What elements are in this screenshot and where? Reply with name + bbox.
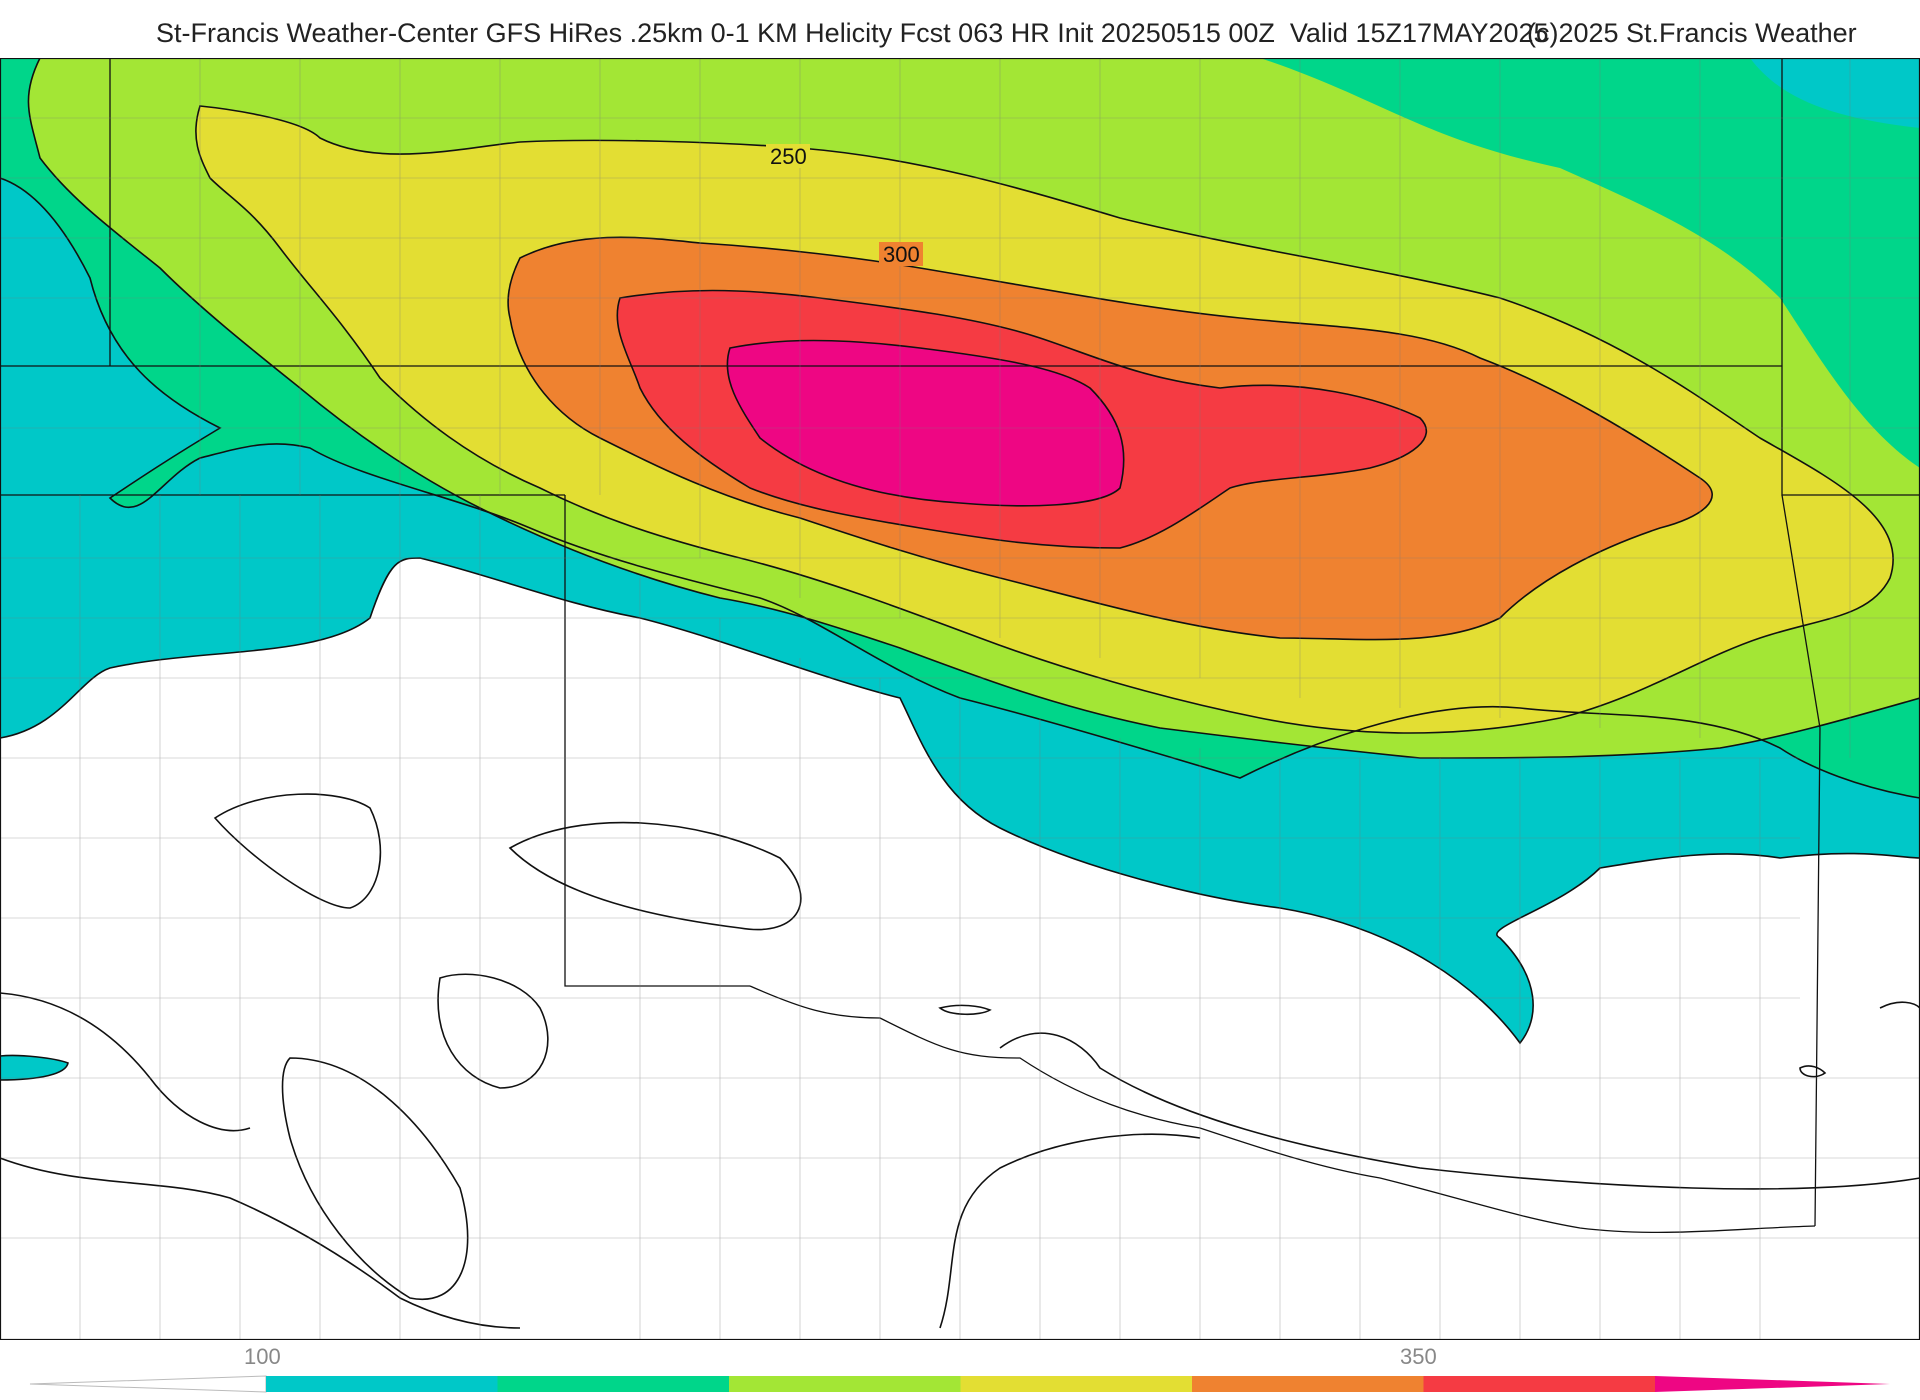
contour-low-8 (0, 1157, 521, 1329)
contour-low-6 (999, 1032, 1920, 1190)
colorbar-low-extension (29, 1375, 267, 1393)
contour-low-10 (1799, 1065, 1827, 1078)
contour-line-200 (27, 58, 1920, 759)
copyright-text: (c)2025 St.Francis Weather (1527, 18, 1857, 48)
colorbar-tick-100: 100 (244, 1344, 281, 1369)
contour-label-300: 300 (883, 242, 920, 267)
band-magenta (727, 340, 1124, 506)
contour-low-4 (281, 1057, 469, 1301)
contour-label-250-group: 250 (766, 144, 810, 169)
colorbar-segment (960, 1376, 1193, 1392)
band-cyan-patch (0, 1054, 69, 1081)
state-boundaries (0, 58, 1920, 1234)
contour-line-350 (616, 289, 1427, 549)
title-bar: St-Francis Weather-Center GFS HiRes .25k… (0, 0, 1920, 58)
contour-low-9 (939, 1133, 1201, 1329)
colorbar-strip (29, 1375, 1890, 1393)
county-lines (0, 58, 1920, 1340)
contour-line-400 (726, 339, 1125, 507)
contour-low-1 (213, 793, 382, 909)
contour-label-250: 250 (770, 144, 807, 169)
colorbar-high-extension (1655, 1376, 1890, 1392)
contour-low-3 (437, 973, 549, 1089)
colorbar: 100 350 (0, 1340, 1920, 1400)
colorbar-segment (1192, 1376, 1424, 1392)
colorbar-segment (266, 1376, 498, 1392)
contour-line-300 (507, 236, 1713, 641)
map-title: St-Francis Weather-Center GFS HiRes .25k… (156, 18, 1549, 48)
contour-label-300-group: 300 (879, 242, 923, 267)
contour-low-5 (938, 1004, 992, 1016)
helicity-map: 250 300 (0, 58, 1920, 1340)
contour-low-11 (1879, 1001, 1920, 1009)
colorbar-tick-350: 350 (1400, 1344, 1437, 1369)
colorbar-segment (497, 1376, 730, 1392)
colorbar-segment (729, 1376, 961, 1392)
colorbar-segments (266, 1376, 1656, 1392)
colorbar-segment (1423, 1376, 1656, 1392)
contour-line-150 (0, 177, 1920, 799)
